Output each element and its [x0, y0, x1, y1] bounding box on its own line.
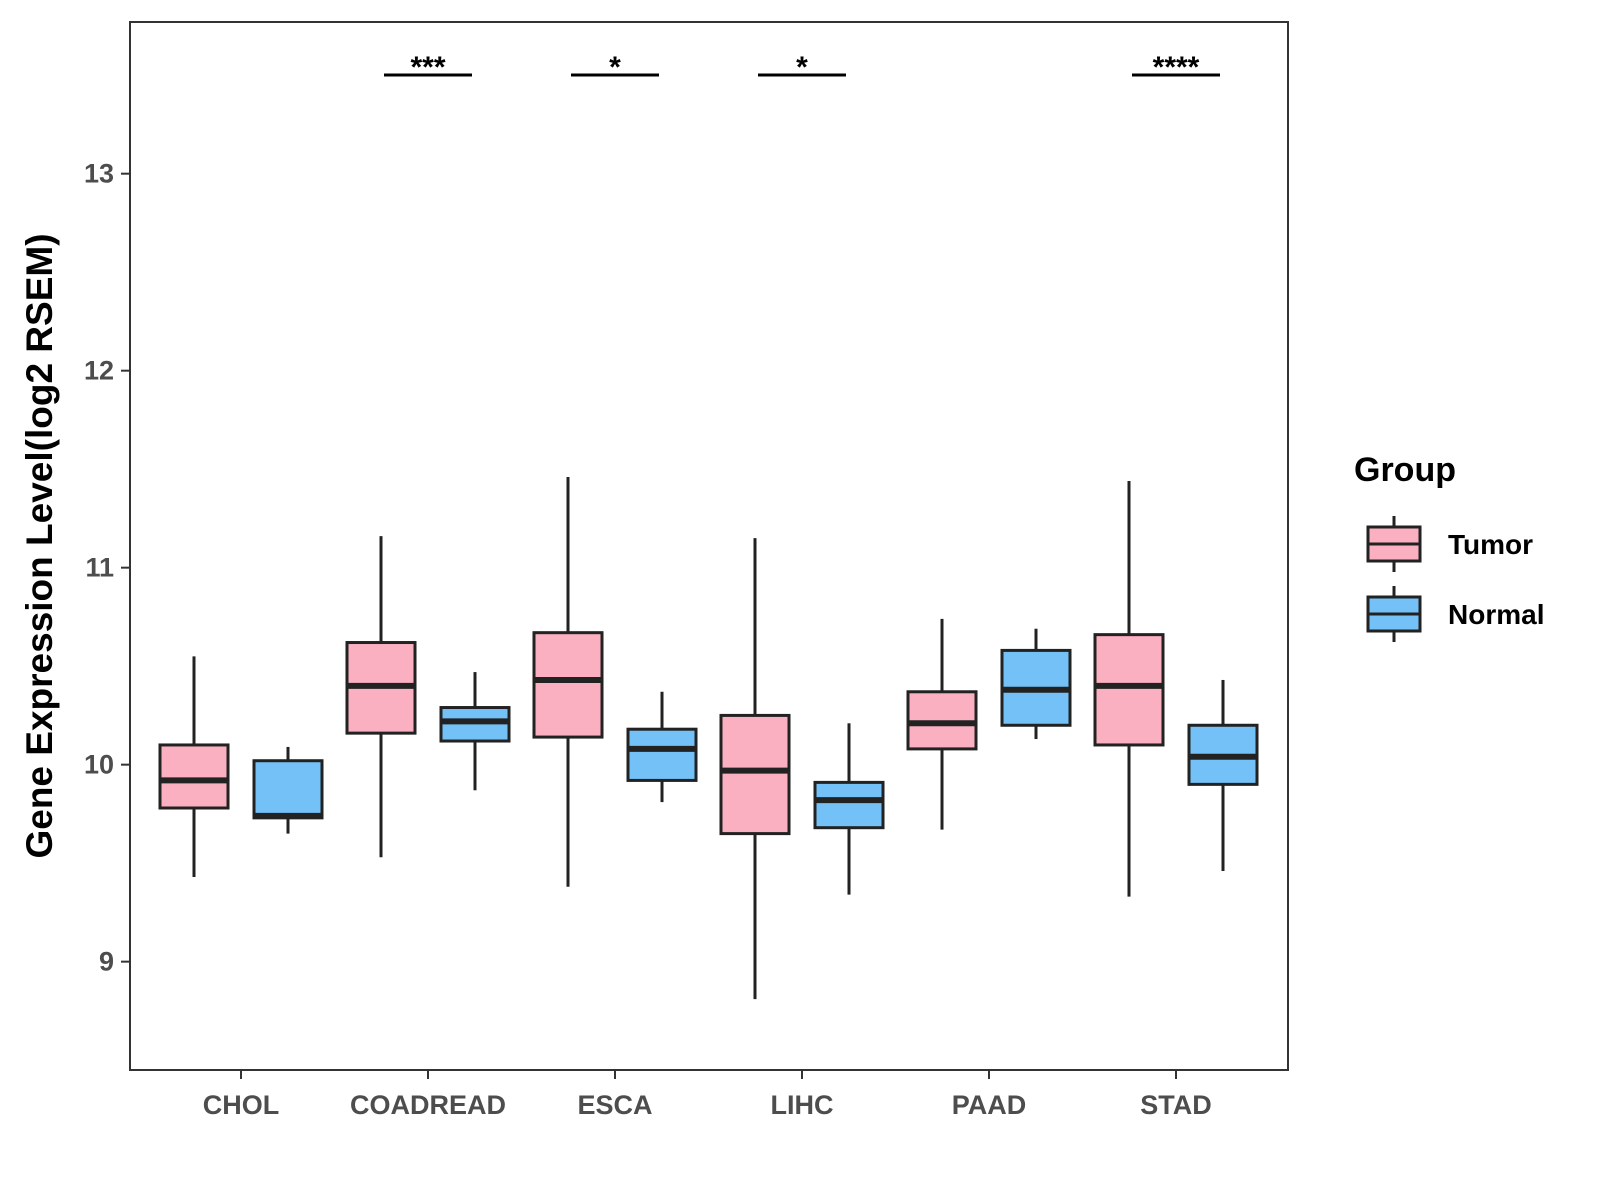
box-normal-coadread [439, 672, 511, 791]
box-tumor-coadread [345, 536, 417, 858]
box-body-tumor-stad [1093, 633, 1165, 747]
y-tick-label-10: 10 [84, 750, 114, 780]
x-tick-label-paad: PAAD [952, 1090, 1027, 1120]
sig-label-esca: * [609, 51, 621, 84]
legend-key-tumor [1366, 516, 1422, 572]
x-tick-label-chol: CHOL [203, 1090, 280, 1120]
legend-label-tumor: Tumor [1448, 529, 1533, 560]
panel-border [129, 21, 1289, 1071]
box-series [158, 477, 1259, 1000]
box-tumor-chol [158, 656, 230, 877]
box-body-normal-lihc [813, 780, 885, 830]
y-axis: 9 10 11 12 13 [84, 159, 130, 977]
box-body-tumor-lihc [719, 713, 791, 836]
box-normal-chol [252, 746, 324, 834]
legend-key-normal [1366, 586, 1422, 642]
x-tick-label-esca: ESCA [577, 1090, 652, 1120]
box-tumor-stad [1093, 480, 1165, 897]
box-body-tumor-chol [158, 743, 230, 810]
box-tumor-paad [906, 618, 978, 830]
x-axis: CHOL COADREAD ESCA LIHC PAAD STAD [203, 1070, 1212, 1120]
x-tick-label-stad: STAD [1140, 1090, 1212, 1120]
x-tick-label-lihc: LIHC [771, 1090, 834, 1120]
y-tick-label-13: 13 [84, 159, 114, 189]
box-body-normal-esca [626, 727, 698, 782]
significance-marks: *** * * **** [384, 51, 1220, 84]
sig-label-coadread: *** [410, 51, 445, 84]
box-tumor-esca [532, 477, 604, 887]
legend: Group Tumor Normal [1354, 451, 1544, 642]
sig-label-lihc: * [796, 51, 808, 84]
y-tick-label-11: 11 [85, 553, 114, 583]
box-normal-stad [1187, 679, 1259, 872]
box-normal-esca [626, 691, 698, 803]
legend-title: Group [1354, 451, 1456, 489]
y-tick-label-9: 9 [99, 947, 114, 977]
sig-label-stad: **** [1153, 51, 1200, 84]
y-axis-label: Gene Expression Level(log2 RSEM) [19, 233, 60, 858]
legend-label-normal: Normal [1448, 599, 1544, 630]
box-normal-paad [1000, 628, 1072, 740]
box-body-normal-chol [252, 759, 324, 820]
box-tumor-lihc [719, 538, 791, 1000]
y-tick-label-12: 12 [84, 356, 114, 386]
box-body-tumor-esca [532, 631, 604, 739]
x-tick-label-coadread: COADREAD [350, 1090, 506, 1120]
box-normal-lihc [813, 723, 885, 895]
